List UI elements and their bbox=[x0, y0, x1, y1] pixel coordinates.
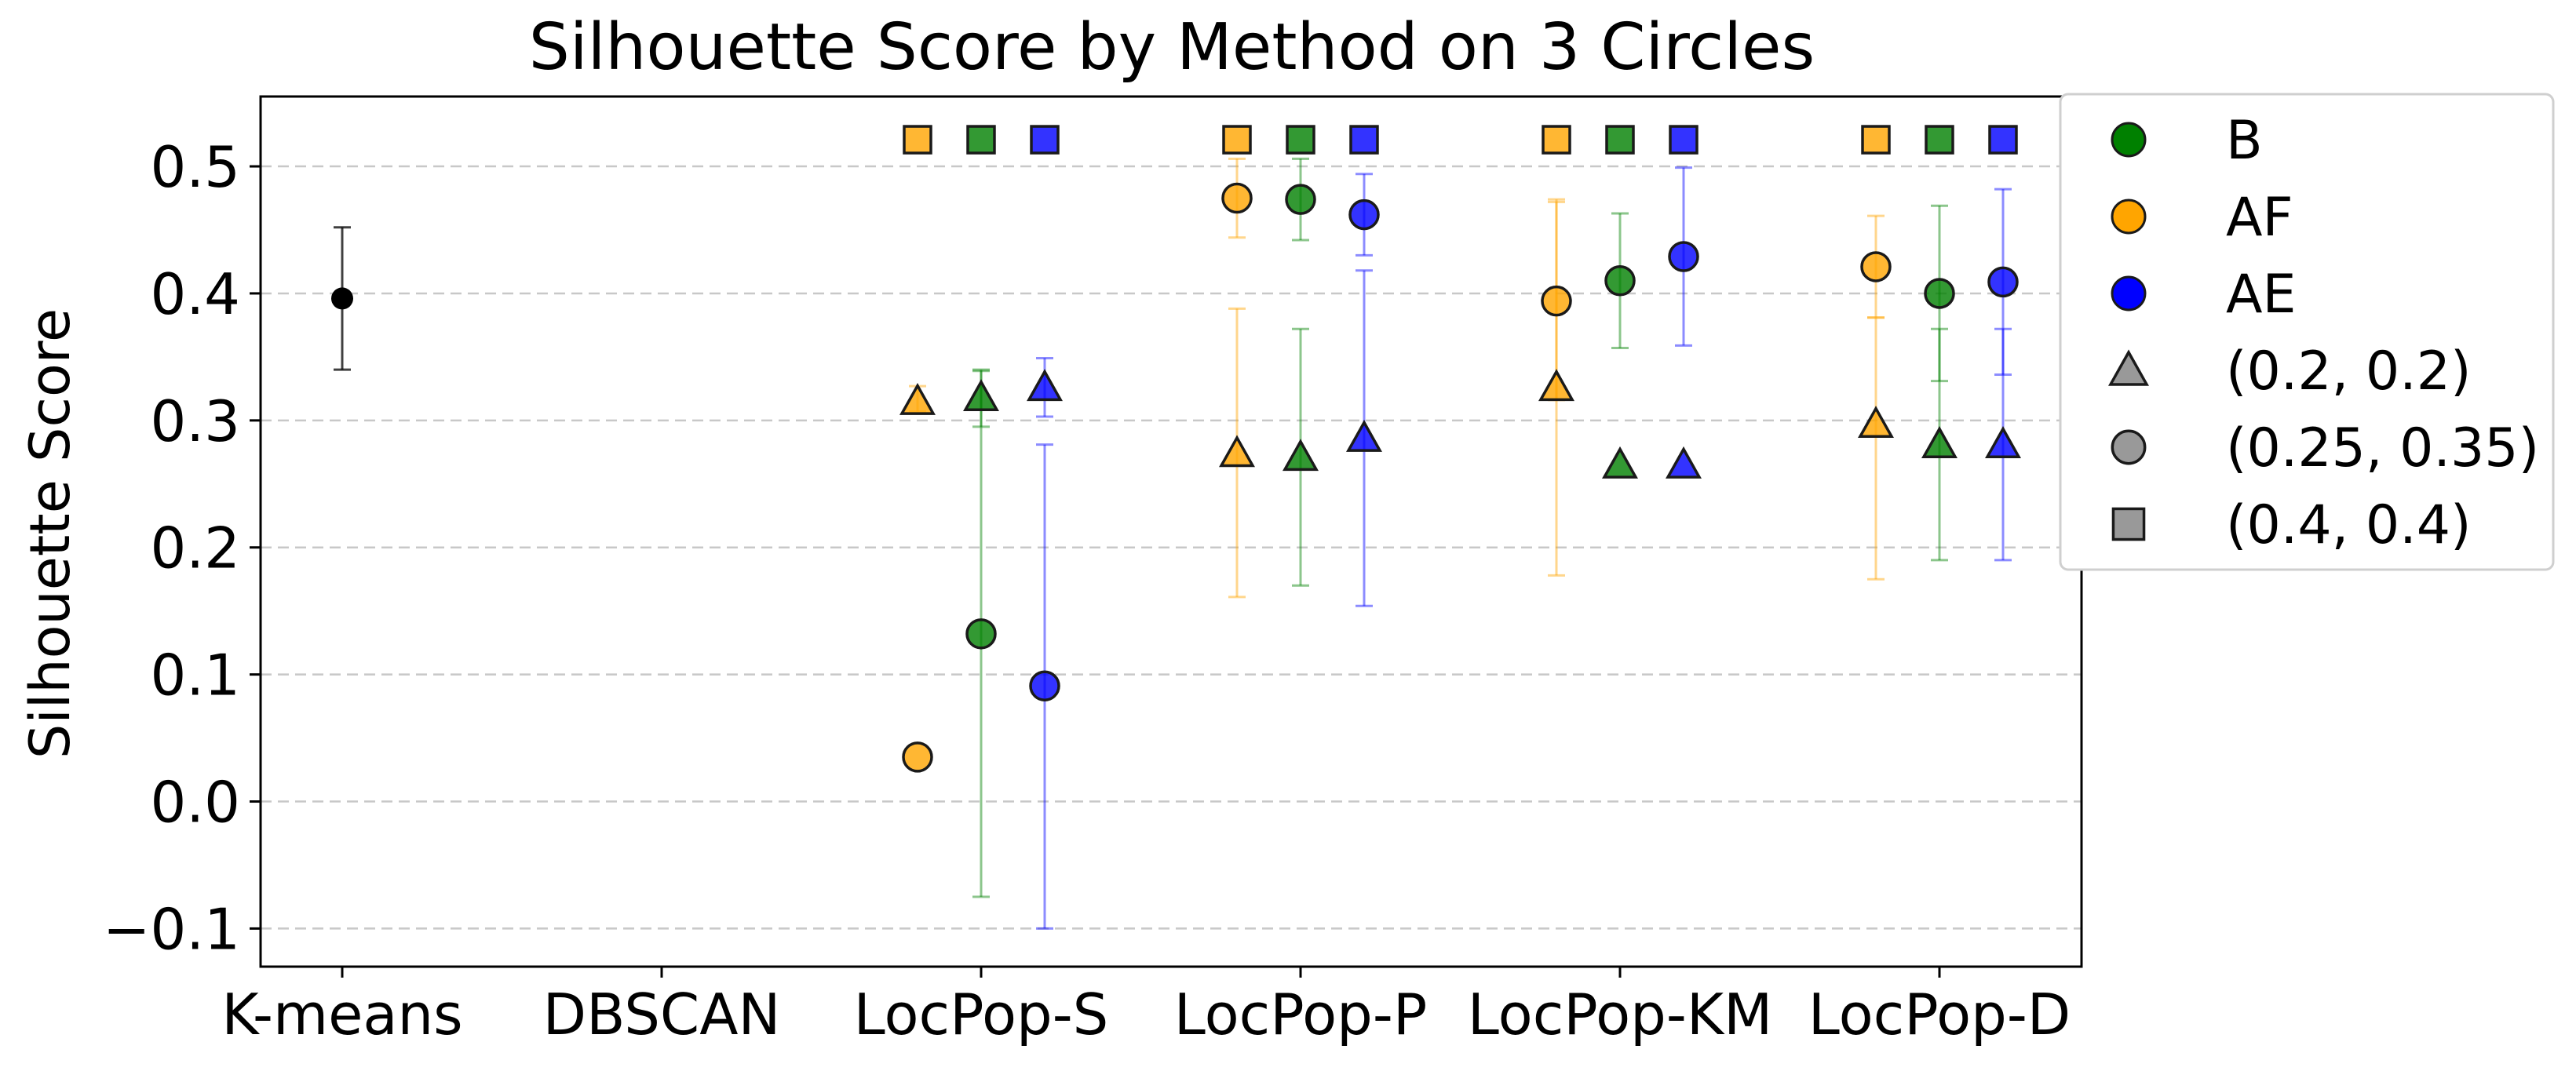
error-bar-af bbox=[1867, 316, 1885, 581]
square-point-b bbox=[1605, 125, 1635, 155]
circle-point-ae bbox=[1668, 241, 1699, 272]
x-tick-label: K-means bbox=[221, 982, 462, 1047]
square-point-b bbox=[1286, 125, 1315, 155]
triangle-point-ae bbox=[1666, 446, 1702, 479]
square-point-af bbox=[1861, 125, 1891, 155]
circle-point-af bbox=[1221, 182, 1253, 214]
triangle-point-af bbox=[1538, 369, 1574, 402]
triangle-point-af bbox=[1219, 435, 1255, 468]
circle-point-ae bbox=[1348, 199, 1380, 231]
square-point-ae bbox=[1030, 125, 1060, 155]
square-point-af bbox=[903, 125, 932, 155]
circle-point-b bbox=[1924, 278, 1955, 309]
triangle-point-ae bbox=[1027, 369, 1063, 402]
legend-marker-triangle bbox=[2108, 349, 2149, 386]
plot-frame bbox=[259, 95, 2083, 968]
triangle-point-b bbox=[1283, 439, 1319, 472]
legend-label: (0.25, 0.35) bbox=[2226, 417, 2539, 479]
square-point-ae bbox=[1349, 125, 1379, 155]
y-tick-label: 0.1 bbox=[150, 643, 240, 709]
circle-point-b bbox=[965, 618, 997, 650]
data-markers bbox=[331, 125, 2021, 773]
square-point-af bbox=[1542, 125, 1571, 155]
square-point-af bbox=[1222, 125, 1252, 155]
y-axis-label: Silhouette Score bbox=[18, 308, 82, 759]
legend-marker-square bbox=[2111, 507, 2146, 541]
legend-marker-circle bbox=[2111, 429, 2147, 465]
triangle-point-af bbox=[1858, 406, 1894, 439]
triangle-point-b bbox=[963, 379, 999, 412]
triangle-point-ae bbox=[1346, 419, 1382, 452]
triangle-point-b bbox=[1921, 426, 1958, 458]
kmeans-point bbox=[331, 287, 353, 310]
triangle-point-af bbox=[899, 382, 936, 415]
legend-box bbox=[2059, 93, 2555, 571]
circle-point-af bbox=[902, 741, 933, 773]
legend-label: (0.4, 0.4) bbox=[2226, 494, 2472, 556]
x-tick-label: LocPop-KM bbox=[1468, 982, 1772, 1047]
y-tick-label: 0.4 bbox=[150, 261, 240, 327]
triangle-point-b bbox=[1602, 446, 1638, 479]
y-tick-label: 0.0 bbox=[150, 770, 240, 836]
circle-point-ae bbox=[1029, 670, 1060, 701]
square-point-b bbox=[1925, 125, 1954, 155]
circle-point-ae bbox=[1987, 266, 2019, 298]
error-bars bbox=[334, 157, 2012, 930]
y-axis-ticks: −0.1 0.0 0.1 0.2 0.3 0.4 0.5 bbox=[103, 134, 261, 962]
triangle-point-ae bbox=[1985, 426, 2021, 458]
square-point-b bbox=[966, 125, 996, 155]
x-tick-label: LocPop-D bbox=[1808, 982, 2071, 1047]
grid-lines bbox=[261, 165, 2082, 930]
legend-label: (0.2, 0.2) bbox=[2226, 341, 2472, 403]
y-tick-label: −0.1 bbox=[103, 896, 240, 962]
chart-title: Silhouette Score by Method on 3 Circles bbox=[529, 10, 1815, 85]
square-point-ae bbox=[1669, 125, 1698, 155]
y-tick-label: 0.5 bbox=[150, 134, 240, 200]
circle-point-b bbox=[1285, 184, 1316, 215]
legend-swatch bbox=[2111, 199, 2147, 235]
circle-point-af bbox=[1860, 251, 1892, 282]
x-tick-label: DBSCAN bbox=[543, 982, 781, 1047]
circle-point-af bbox=[1541, 285, 1572, 317]
circle-point-b bbox=[1604, 265, 1636, 297]
y-tick-label: 0.3 bbox=[150, 388, 240, 454]
legend-label: AF bbox=[2226, 187, 2293, 249]
x-tick-label: LocPop-P bbox=[1174, 982, 1428, 1047]
y-tick-label: 0.2 bbox=[150, 515, 240, 581]
legend-swatch bbox=[2111, 122, 2147, 158]
legend-label: B bbox=[2226, 110, 2263, 172]
legend-label: AE bbox=[2226, 264, 2296, 326]
legend-swatch bbox=[2111, 275, 2147, 311]
x-tick-label: LocPop-S bbox=[854, 982, 1109, 1047]
legend: B AF AE (0.2, 0.2) (0.25, 0.35) (0.4, 0.4) bbox=[2059, 93, 2555, 571]
square-point-ae bbox=[1988, 125, 2018, 155]
x-axis-ticks: K-means DBSCAN LocPop-S LocPop-P LocPop-KM Lo… bbox=[221, 967, 2071, 1047]
